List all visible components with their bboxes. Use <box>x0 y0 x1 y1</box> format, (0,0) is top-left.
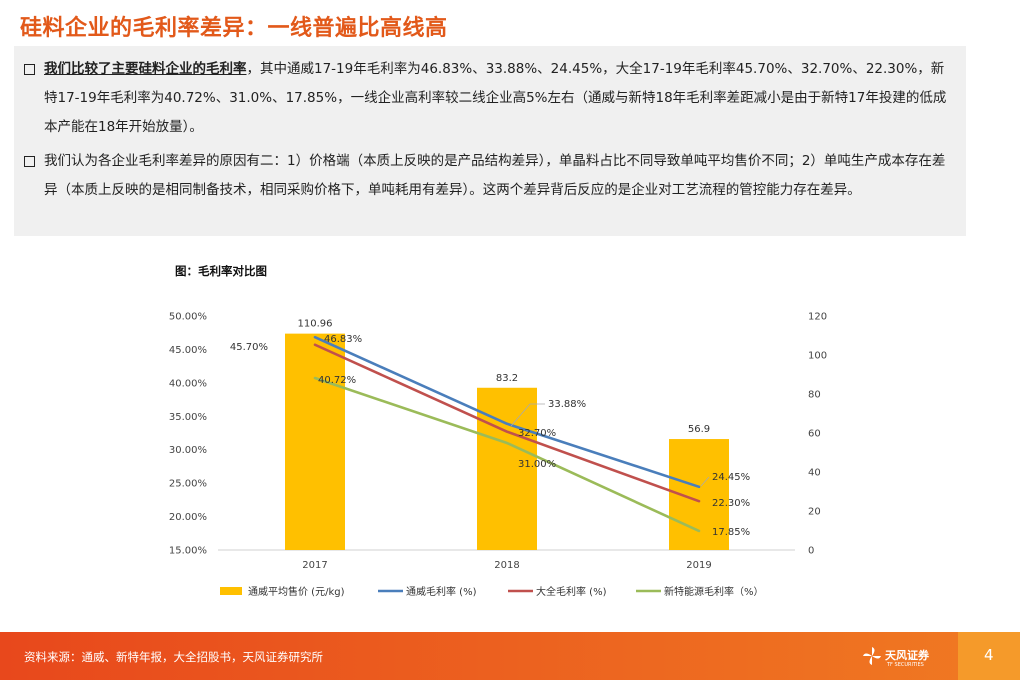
series-line <box>313 343 701 503</box>
data-label: 17.85% <box>712 527 750 538</box>
bullet-2-text: 我们认为各企业毛利率差异的原因有二：1）价格端（本质上反映的是产品结构差异），单… <box>44 153 946 198</box>
y-left-tick-label: 35.00% <box>169 412 207 423</box>
pinwheel-logo-icon <box>863 647 881 665</box>
y-left-tick-label: 45.00% <box>169 345 207 356</box>
y-right-tick-label: 60 <box>808 429 821 440</box>
series-line <box>313 376 701 533</box>
data-label: 24.45% <box>712 472 750 483</box>
legend-label: 通威毛利率 (%) <box>406 585 477 598</box>
y-left-tick-label: 25.00% <box>169 479 207 490</box>
data-label: 22.30% <box>712 498 750 509</box>
bar-value-label: 56.9 <box>688 424 710 435</box>
page-title: 硅料企业的毛利率差异：一线普遍比高线高 <box>20 16 448 41</box>
figure-caption: 图：毛利率对比图 <box>175 264 267 278</box>
bullet-square-icon <box>24 64 35 75</box>
bullet-point-1: 我们比较了主要硅料企业的毛利率，其中通威17-19年毛利率为46.83%、33.… <box>24 55 954 142</box>
price-bar <box>285 333 345 550</box>
y-left-tick-label: 15.00% <box>169 546 207 557</box>
y-right-tick-label: 120 <box>808 312 827 323</box>
x-tick-label: 2018 <box>494 560 519 571</box>
legend-label: 新特能源毛利率（%） <box>664 585 764 598</box>
legend-label: 通威平均售价 (元/kg) <box>248 585 345 598</box>
bar-value-label: 83.2 <box>496 373 518 384</box>
y-right-tick-label: 20 <box>808 507 821 518</box>
bullet-1-text: ，其中通威17-19年毛利率为46.83%、33.88%、24.45%，大全17… <box>44 61 947 135</box>
data-label: 33.88% <box>548 399 586 410</box>
data-label: 46.83% <box>324 334 362 345</box>
y-left-tick-label: 40.00% <box>169 378 207 389</box>
leader-line <box>510 403 545 427</box>
bar-value-label: 110.96 <box>298 319 333 330</box>
y-right-tick-label: 80 <box>808 390 821 401</box>
brand-logo: 天风证券 TF SECURITIES <box>862 646 929 668</box>
y-right-tick-label: 0 <box>808 546 814 557</box>
data-label: 32.70% <box>518 428 556 439</box>
y-left-tick-label: 20.00% <box>169 512 207 523</box>
logo-text: 天风证券 <box>885 649 929 662</box>
y-left-tick-label: 30.00% <box>169 445 207 456</box>
page-number-box <box>958 632 1020 680</box>
footer-bar: 资料来源：通威、新特年报，大全招股书，天风证券研究所 天风证券 TF SECUR… <box>0 632 1020 680</box>
legend-label: 大全毛利率 (%) <box>536 585 607 598</box>
series-line <box>313 335 701 489</box>
page-number: 4 <box>984 646 994 664</box>
y-right-tick-label: 100 <box>808 351 827 362</box>
gross-margin-chart: 15.00% 20.00% 25.00% 30.00% 35.00% 40.00% 45.0… <box>169 312 827 599</box>
x-tick-label: 2019 <box>686 560 711 571</box>
logo-subtext: TF SECURITIES <box>887 662 924 668</box>
legend-swatch-bar <box>220 587 242 595</box>
y-left-tick-label: 50.00% <box>169 312 207 323</box>
y-right-tick-label: 40 <box>808 468 821 479</box>
bullet-1-lead: 我们比较了主要硅料企业的毛利率 <box>44 61 247 77</box>
data-label: 45.70% <box>230 342 268 353</box>
x-tick-label: 2017 <box>302 560 327 571</box>
data-label: 31.00% <box>518 459 556 470</box>
bullet-point-2: 我们认为各企业毛利率差异的原因有二：1）价格端（本质上反映的是产品结构差异），单… <box>24 147 954 205</box>
data-label: 40.72% <box>318 375 356 386</box>
bullet-square-icon <box>24 156 35 167</box>
leader-line <box>700 476 710 487</box>
source-note: 资料来源：通威、新特年报，大全招股书，天风证券研究所 <box>24 650 323 664</box>
summary-text-box: 我们比较了主要硅料企业的毛利率，其中通威17-19年毛利率为46.83%、33.… <box>14 46 966 236</box>
